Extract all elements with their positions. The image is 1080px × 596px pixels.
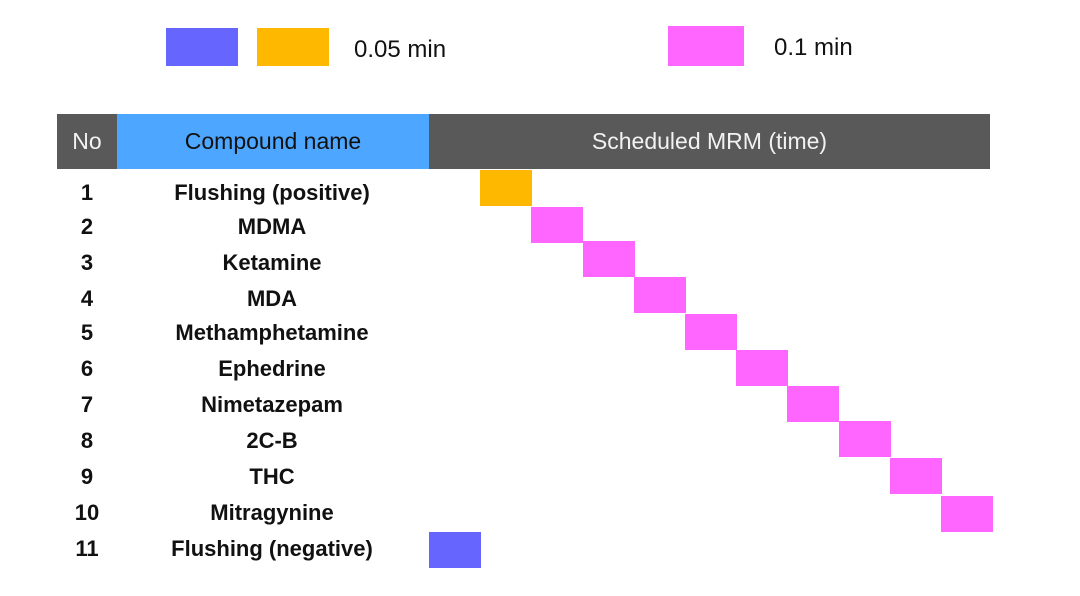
mrm-time-block — [839, 421, 891, 457]
row-compound-name: Nimetazepam — [201, 392, 343, 417]
row-number: 6 — [80, 356, 94, 381]
row-compound-name: Methamphetamine — [175, 320, 369, 345]
row-number: 7 — [80, 392, 94, 417]
row-number: 11 — [75, 536, 99, 561]
row-compound-name: THC — [249, 464, 295, 489]
mrm-time-block — [890, 458, 942, 494]
mrm-time-block — [685, 314, 737, 350]
mrm-time-block — [531, 207, 583, 243]
row-compound-name: MDMA — [237, 214, 307, 239]
row-number: 5 — [80, 320, 94, 345]
row-number: 3 — [80, 250, 94, 275]
mrm-time-block — [787, 386, 839, 422]
mrm-time-block — [583, 241, 635, 277]
legend-label-01: 0.1 min — [774, 34, 853, 61]
row-number: 2 — [80, 214, 94, 239]
legend-swatch-magenta — [668, 26, 744, 66]
mrm-time-block — [941, 496, 993, 532]
legend-swatch-blue — [166, 28, 238, 66]
row-compound-name: Mitragynine — [210, 500, 334, 525]
row-compound-name: MDA — [246, 286, 298, 311]
row-number: 4 — [80, 286, 94, 311]
row-compound-name: Ephedrine — [218, 356, 326, 381]
row-compound-name: 2C-B — [246, 428, 298, 453]
mrm-time-block — [429, 532, 481, 568]
legend-label-005: 0.05 min — [354, 36, 447, 63]
header-compound-name: Compound name — [117, 114, 429, 169]
header-no: No — [57, 114, 117, 169]
row-number: 9 — [80, 464, 94, 489]
mrm-time-block — [634, 277, 686, 313]
legend-swatch-orange — [257, 28, 329, 66]
header-scheduled-mrm: Scheduled MRM (time) — [429, 114, 990, 169]
row-number: 10 — [74, 500, 100, 525]
row-compound-name: Flushing (negative) — [171, 536, 373, 561]
mrm-time-block — [736, 350, 788, 386]
row-compound-name: Flushing (positive) — [174, 180, 370, 205]
mrm-time-block — [480, 170, 532, 206]
table-header: No Compound name Scheduled MRM (time) — [57, 114, 990, 169]
row-compound-name: Ketamine — [222, 250, 322, 275]
row-number: 1 — [80, 180, 94, 205]
row-number: 8 — [80, 428, 94, 453]
